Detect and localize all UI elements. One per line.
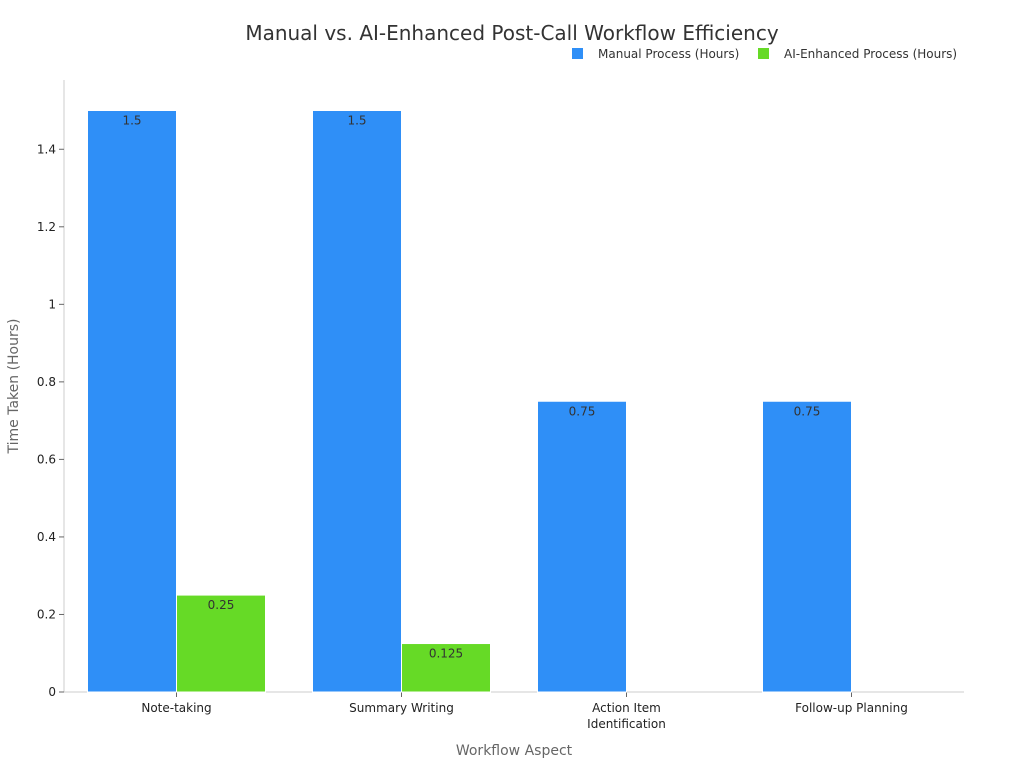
bar-ai-enhanced xyxy=(176,594,266,693)
bar-value-label: 0.75 xyxy=(794,404,821,418)
y-tick-label: 1.4 xyxy=(37,142,56,156)
bar-manual xyxy=(762,400,852,693)
y-tick-label: 0.6 xyxy=(37,452,56,466)
chart-title: Manual vs. AI-Enhanced Post-Call Workflo… xyxy=(245,21,779,45)
y-tick-label: 0.2 xyxy=(37,607,56,621)
x-tick-label: Summary Writing xyxy=(349,701,454,715)
y-tick-label: 1 xyxy=(48,297,56,311)
x-axis-title: Workflow Aspect xyxy=(456,743,573,759)
bar-value-label: 0.25 xyxy=(208,598,235,612)
legend-swatch xyxy=(572,48,583,59)
y-tick-label: 0 xyxy=(48,685,56,699)
x-tick-label: Note-taking xyxy=(141,701,211,715)
y-tick-label: 0.8 xyxy=(37,375,56,389)
bar-value-label: 0.75 xyxy=(569,404,596,418)
x-tick-label: Action Item Identification xyxy=(587,701,666,731)
y-tick-label: 1.2 xyxy=(37,220,56,234)
y-axis-title: Time Taken (Hours) xyxy=(6,318,22,454)
bar-ai-enhanced xyxy=(401,643,491,693)
y-tick-label: 0.4 xyxy=(37,530,56,544)
legend-label: AI-Enhanced Process (Hours) xyxy=(784,47,957,61)
bar-manual xyxy=(537,400,627,693)
legend: Manual Process (Hours) AI-Enhanced Proces… xyxy=(572,47,957,61)
bar-value-label: 1.5 xyxy=(347,114,366,128)
x-tick-label: Follow-up Planning xyxy=(795,701,908,715)
legend-swatch xyxy=(758,48,769,59)
bar-manual xyxy=(312,110,402,693)
axes: 0 0.2 0.4 0.6 0.8 1 1.2 1.4 Note-taking Summary W… xyxy=(37,80,964,731)
bar-value-label: 1.5 xyxy=(122,114,141,128)
data-labels: 1.5 0.25 1.5 0.125 0.75 0.75 xyxy=(122,114,820,661)
bar-value-label: 0.125 xyxy=(429,647,463,661)
bars xyxy=(87,110,852,693)
legend-label: Manual Process (Hours) xyxy=(598,47,739,61)
bar-manual xyxy=(87,110,177,693)
